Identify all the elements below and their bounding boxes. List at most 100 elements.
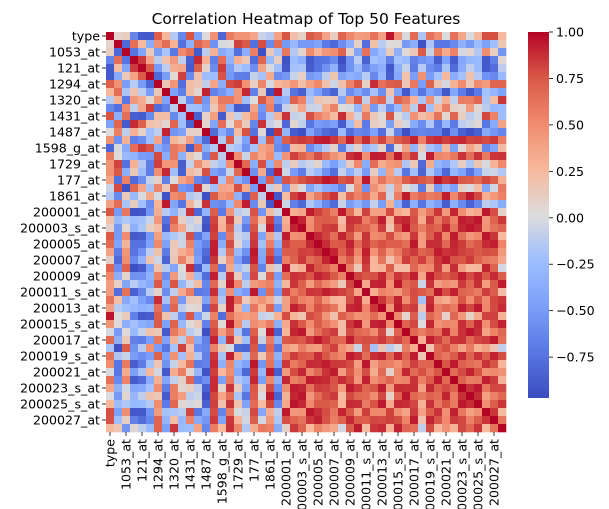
heatmap-cell xyxy=(194,32,203,41)
heatmap-cell xyxy=(426,280,435,289)
heatmap-cell xyxy=(258,64,267,73)
heatmap-cell xyxy=(194,184,203,193)
heatmap-cell xyxy=(258,160,267,169)
heatmap-cell xyxy=(122,408,131,417)
heatmap-cell xyxy=(418,144,427,153)
heatmap-cell xyxy=(298,80,307,89)
heatmap-cell xyxy=(122,128,131,137)
heatmap-cell xyxy=(234,64,243,73)
heatmap-cell xyxy=(354,280,363,289)
heatmap-cell xyxy=(346,384,355,393)
heatmap-cell xyxy=(146,416,155,425)
heatmap-cell xyxy=(434,208,443,217)
heatmap-cell xyxy=(194,352,203,361)
heatmap-cell xyxy=(146,48,155,57)
heatmap-cell xyxy=(346,360,355,369)
heatmap-cell xyxy=(114,32,123,41)
heatmap-cell xyxy=(386,88,395,97)
heatmap-cell xyxy=(370,408,379,417)
heatmap-cell xyxy=(130,216,139,225)
heatmap-cell xyxy=(418,56,427,65)
heatmap-cell xyxy=(234,304,243,313)
heatmap-cell xyxy=(266,400,275,409)
heatmap-cell xyxy=(378,224,387,233)
heatmap-cell xyxy=(234,240,243,249)
heatmap-cell xyxy=(482,168,491,177)
heatmap-cell xyxy=(386,48,395,57)
heatmap-cell xyxy=(474,104,483,113)
heatmap-cell xyxy=(146,384,155,393)
heatmap-cell xyxy=(322,328,331,337)
heatmap-cell xyxy=(386,152,395,161)
heatmap-cell xyxy=(338,392,347,401)
heatmap-cell xyxy=(330,376,339,385)
heatmap-cell xyxy=(338,376,347,385)
heatmap-cell xyxy=(146,264,155,273)
heatmap-cell xyxy=(458,104,467,113)
heatmap-cell xyxy=(250,272,259,281)
heatmap-cell xyxy=(218,96,227,105)
heatmap-cell xyxy=(314,336,323,345)
heatmap-cell xyxy=(474,64,483,73)
heatmap-cell xyxy=(370,320,379,329)
heatmap-cell xyxy=(466,408,475,417)
heatmap-cell xyxy=(226,328,235,337)
heatmap-cell xyxy=(170,392,179,401)
heatmap-cell xyxy=(274,304,283,313)
heatmap-cell xyxy=(386,288,395,297)
heatmap-cell xyxy=(346,272,355,281)
heatmap-cell xyxy=(226,296,235,305)
heatmap-cell xyxy=(442,240,451,249)
heatmap-cell xyxy=(274,88,283,97)
heatmap-cell xyxy=(442,248,451,257)
heatmap-cell xyxy=(138,64,147,73)
heatmap-cell xyxy=(170,280,179,289)
heatmap-cell xyxy=(490,328,499,337)
heatmap-cell xyxy=(306,88,315,97)
heatmap-cell xyxy=(378,72,387,81)
heatmap-cell xyxy=(354,96,363,105)
heatmap-cell xyxy=(226,232,235,241)
heatmap-cell xyxy=(202,208,211,217)
heatmap-cell xyxy=(170,240,179,249)
heatmap-cell xyxy=(346,168,355,177)
heatmap-cell xyxy=(290,96,299,105)
heatmap-cell xyxy=(282,344,291,353)
heatmap-cell xyxy=(146,184,155,193)
heatmap-cell xyxy=(434,280,443,289)
heatmap-cell xyxy=(250,264,259,273)
heatmap-cell xyxy=(274,184,283,193)
heatmap-cell xyxy=(330,184,339,193)
heatmap-cell xyxy=(354,248,363,257)
heatmap-cell xyxy=(418,48,427,57)
heatmap-cell xyxy=(178,336,187,345)
x-tick-label: type xyxy=(103,439,118,467)
heatmap-cell xyxy=(218,344,227,353)
heatmap-cell xyxy=(386,424,395,433)
heatmap-cell xyxy=(378,80,387,89)
heatmap-cell xyxy=(394,400,403,409)
heatmap-cell xyxy=(426,64,435,73)
heatmap-cell xyxy=(498,368,507,377)
heatmap-cell xyxy=(250,192,259,201)
heatmap-cell xyxy=(378,360,387,369)
heatmap-cell xyxy=(266,312,275,321)
heatmap-cell xyxy=(186,96,195,105)
heatmap-cell xyxy=(466,120,475,129)
heatmap-cell xyxy=(106,48,115,57)
heatmap-cell xyxy=(314,208,323,217)
heatmap-cell xyxy=(194,120,203,129)
heatmap-cell xyxy=(386,384,395,393)
heatmap-cell xyxy=(186,192,195,201)
heatmap-cell xyxy=(178,168,187,177)
heatmap-cell xyxy=(266,320,275,329)
heatmap-cell xyxy=(130,384,139,393)
heatmap-cell xyxy=(306,184,315,193)
heatmap-cell xyxy=(106,320,115,329)
x-tick-label: 200003_s_at xyxy=(295,439,310,509)
heatmap-cell xyxy=(274,352,283,361)
heatmap-cell xyxy=(154,240,163,249)
heatmap-cell xyxy=(434,256,443,265)
heatmap-cell xyxy=(410,104,419,113)
heatmap-cell xyxy=(186,416,195,425)
